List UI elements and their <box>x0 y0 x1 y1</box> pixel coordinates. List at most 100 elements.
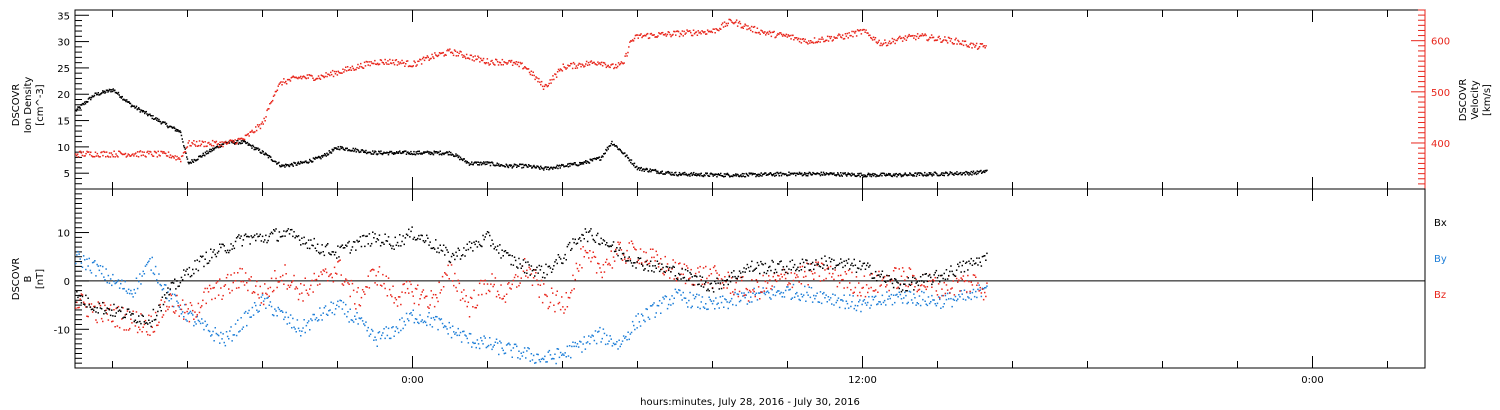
velocity-series-point <box>99 156 101 158</box>
bx-series-point <box>730 271 733 274</box>
velocity-series-point <box>235 143 237 145</box>
bz-series-point <box>899 283 902 285</box>
bx-series-point <box>943 272 945 275</box>
by-series-point <box>201 318 203 320</box>
ion-density-series-point <box>234 142 237 144</box>
bx-series-point <box>336 257 338 259</box>
by-series-point <box>133 288 135 291</box>
b-field-label-line1: DSCOVR <box>11 258 22 301</box>
bx-series-point <box>707 288 709 290</box>
by-series-point <box>600 341 602 343</box>
bz-series-point <box>224 284 227 286</box>
by-series-point <box>729 300 732 302</box>
ion-density-series-point <box>426 150 429 153</box>
velocity-series-point <box>951 42 954 44</box>
velocity-series-point <box>120 152 122 154</box>
velocity-series-point <box>314 79 316 81</box>
by-series-point <box>674 288 677 291</box>
bx-series-point <box>683 276 686 279</box>
velocity-series-point <box>130 155 132 157</box>
ion-density-series-point <box>977 172 979 175</box>
ion-density-series-point <box>270 156 272 158</box>
bx-series-point <box>648 265 651 267</box>
bz-series-point <box>738 290 741 293</box>
by-series-point <box>927 296 930 298</box>
bx-series-point <box>379 245 382 247</box>
bz-series-point <box>278 281 281 283</box>
by-series-point <box>916 302 918 304</box>
ion-density-series-point <box>461 158 463 161</box>
bz-series-point <box>490 283 492 285</box>
velocity-series-point <box>973 43 975 46</box>
bx-series-point <box>554 261 556 263</box>
velocity-series-point <box>534 78 536 81</box>
bz-series-point <box>208 284 211 287</box>
by-series-point <box>691 305 693 308</box>
by-series-point <box>642 315 644 317</box>
bz-series-point <box>674 261 677 264</box>
velocity-series-point <box>116 155 118 157</box>
ion-density-series-point <box>239 142 241 144</box>
velocity-series-point <box>435 55 438 57</box>
ion-density-series-point <box>857 172 859 175</box>
by-series-point <box>240 317 242 319</box>
ion-density-series-point <box>270 158 273 161</box>
bx-series-point <box>163 294 166 296</box>
by-series-point <box>535 361 537 364</box>
bz-series-point <box>265 292 267 295</box>
ion-density-series-point <box>923 174 925 176</box>
ion-density-series-point <box>642 168 645 170</box>
bz-series-point <box>783 273 786 276</box>
ion-density-series-point <box>646 168 648 170</box>
by-series-point <box>463 330 465 333</box>
velocity-series-point <box>525 67 527 69</box>
bx-series-point <box>771 259 773 262</box>
velocity-series-point <box>565 68 567 70</box>
ion-density-series-point <box>260 152 262 154</box>
ion-density-series-point <box>666 172 668 174</box>
by-series-point <box>539 360 542 363</box>
bx-series-point <box>921 280 923 282</box>
bz-series-point <box>643 251 645 253</box>
bx-series-point <box>463 247 465 249</box>
bz-series-point <box>409 280 411 283</box>
by-series-point <box>809 296 812 299</box>
bz-series-point <box>802 276 805 278</box>
bz-series-point <box>140 313 142 315</box>
by-series-point <box>151 256 153 259</box>
velocity-series-point <box>420 63 423 65</box>
velocity-series-point <box>461 54 463 56</box>
ion-density-series-point <box>775 174 777 177</box>
bx-series-point <box>482 234 484 237</box>
bz-series-point <box>809 263 812 265</box>
by-series-point <box>676 292 679 294</box>
by-series-point <box>867 301 869 304</box>
bz-series-point <box>571 289 573 292</box>
bz-series-point <box>582 246 584 248</box>
ion-density-series-point <box>621 151 623 153</box>
bx-series-point <box>474 243 476 246</box>
bz-series-point <box>349 295 351 298</box>
velocity-series-point <box>563 66 565 68</box>
velocity-series-point <box>477 55 479 57</box>
by-series-point <box>130 289 132 292</box>
bx-series-point <box>82 303 85 305</box>
ion-density-series-point <box>647 170 649 173</box>
bz-series-point <box>873 290 876 292</box>
velocity-series-point <box>661 31 664 34</box>
velocity-series-point <box>81 154 84 157</box>
bx-series-point <box>94 306 96 309</box>
velocity-series-point <box>518 65 520 68</box>
bx-series-point <box>909 284 912 286</box>
ion-density-series-point <box>636 165 638 168</box>
ion-density-series-point <box>884 174 886 176</box>
velocity-series-point <box>816 41 819 44</box>
velocity-series-point <box>475 58 477 61</box>
ion-density-series-point <box>617 148 619 150</box>
bx-series-point <box>801 258 804 261</box>
bz-series-point <box>508 282 510 284</box>
velocity-series-point <box>75 154 78 157</box>
by-series-point <box>136 287 139 290</box>
bx-series-point <box>661 263 663 265</box>
by-series-point <box>114 282 116 285</box>
